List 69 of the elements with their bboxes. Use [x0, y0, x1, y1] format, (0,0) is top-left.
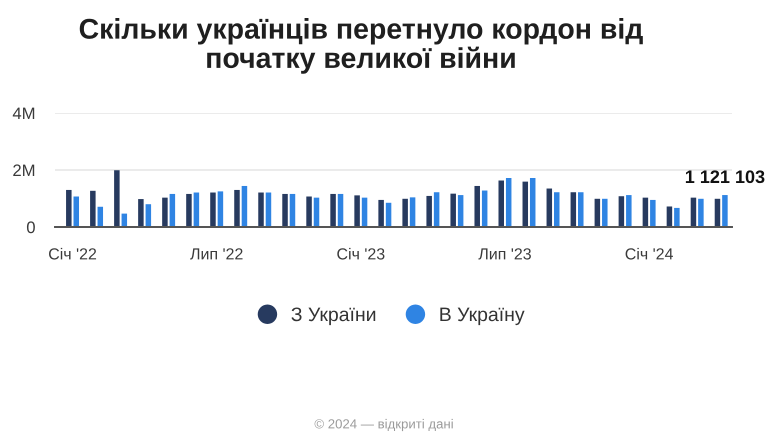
text: © 2024 — відкриті дані	[314, 418, 453, 432]
bar	[474, 186, 480, 227]
bar	[354, 195, 360, 227]
bar	[282, 194, 288, 227]
bar	[234, 190, 240, 227]
bar	[426, 196, 432, 227]
bar	[554, 192, 560, 227]
bar	[138, 199, 144, 227]
bar	[458, 195, 464, 227]
bar	[186, 194, 192, 227]
legend-label: В Україну	[440, 308, 525, 326]
bar	[714, 198, 720, 227]
chart-title: Скільки українців перетнуло кордон від початку великої війни	[80, 18, 643, 74]
y-tick-label: 2M	[13, 164, 34, 176]
x-tick-label: Лип '22	[190, 248, 243, 260]
bar	[74, 196, 80, 227]
bar	[578, 192, 584, 227]
bar	[410, 197, 416, 227]
bar	[506, 178, 512, 227]
bar	[338, 194, 344, 227]
bar	[546, 188, 552, 227]
bar	[594, 198, 600, 227]
bar	[386, 202, 392, 227]
bar	[114, 170, 120, 227]
bar	[618, 196, 624, 227]
bar	[602, 198, 608, 227]
data-label: 1 121 103	[686, 170, 764, 184]
x-tick-label: Лип '23	[478, 248, 531, 260]
bar	[146, 204, 152, 227]
bar	[306, 196, 312, 227]
bar	[66, 190, 72, 227]
bar	[626, 195, 632, 227]
bar	[666, 206, 672, 227]
bar	[194, 192, 200, 227]
bar	[362, 198, 368, 227]
bar	[434, 192, 440, 227]
bar	[170, 194, 176, 227]
y-tick-label: 0	[26, 221, 35, 234]
bar	[650, 200, 656, 227]
bar	[330, 194, 336, 227]
x-tick-label: Січ '23	[337, 248, 384, 260]
x-tick-label: Січ '22	[49, 248, 96, 260]
bar	[402, 198, 408, 227]
bar	[378, 200, 384, 227]
bar	[210, 192, 216, 227]
y-tick-label: 4M	[12, 108, 34, 120]
bar	[674, 208, 680, 227]
bar	[530, 178, 536, 227]
bar	[266, 192, 272, 227]
bar	[722, 195, 728, 227]
bar	[690, 198, 696, 227]
bar	[122, 214, 128, 227]
bar	[290, 194, 296, 227]
bar	[218, 191, 224, 227]
x-tick-label: Січ '24	[626, 248, 673, 260]
bar	[450, 194, 456, 227]
bar	[162, 198, 168, 227]
bar	[314, 198, 320, 227]
bar	[642, 198, 648, 227]
legend-label: З України	[291, 307, 376, 326]
bar	[698, 198, 704, 227]
bar	[482, 190, 488, 227]
bar	[98, 206, 104, 227]
bar	[522, 182, 528, 227]
bar	[90, 190, 96, 227]
bar	[570, 192, 576, 227]
bar	[242, 186, 248, 227]
bar	[258, 192, 264, 227]
bar	[498, 180, 504, 227]
